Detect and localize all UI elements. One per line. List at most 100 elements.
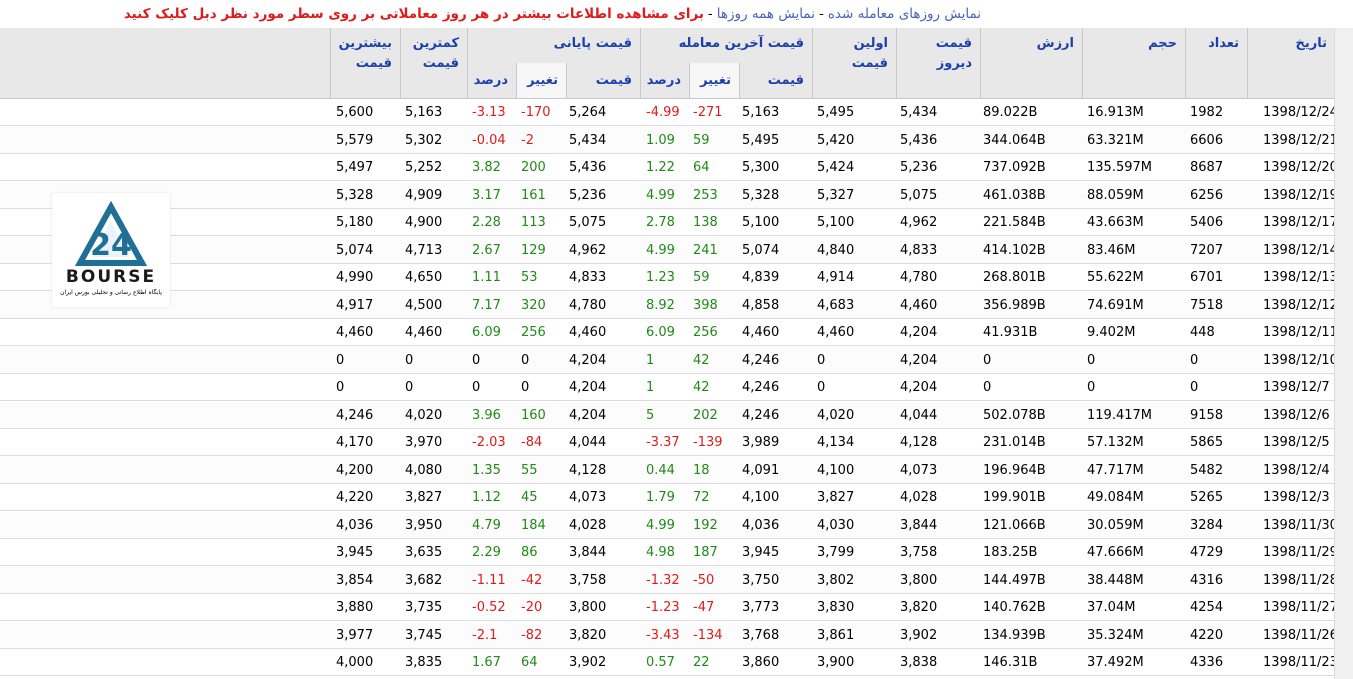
cell-volume: 74.691M bbox=[1087, 297, 1144, 313]
cell-last-change: -47 bbox=[693, 600, 715, 615]
table-row[interactable]: 1398/11/27 4254 37.04M 140.762B 3,820 3,830 3,… bbox=[0, 594, 1338, 621]
header-value-label: ارزش bbox=[1036, 36, 1074, 51]
cell-last-price: 4,858 bbox=[742, 297, 780, 313]
cell-value: 0 bbox=[983, 352, 992, 368]
cell-date: 1398/12/12 bbox=[1263, 297, 1338, 313]
cell-last-change: 72 bbox=[693, 490, 710, 505]
table-row[interactable]: 1398/12/13 6701 55.622M 268.801B 4,780 4,914 4… bbox=[0, 264, 1338, 291]
header-first-price[interactable]: اولین قیمت bbox=[812, 28, 896, 98]
header-value[interactable]: ارزش bbox=[980, 28, 1082, 98]
cell-close-price: 4,833 bbox=[569, 270, 607, 285]
bourse24-logo-mark: 24 bbox=[74, 200, 148, 266]
double-click-hint: برای مشاهده اطلاعات بیشتر در هر روز معام… bbox=[123, 6, 704, 22]
cell-last-price: 5,163 bbox=[742, 105, 780, 120]
cell-close-price: 4,204 bbox=[569, 407, 607, 423]
table-row[interactable]: 1398/11/29 4729 47.666M 183.25B 3,758 3,799 3,… bbox=[0, 539, 1338, 566]
cell-date: 1398/12/21 bbox=[1263, 132, 1338, 148]
cell-high: 0 bbox=[336, 380, 345, 395]
header-last-change[interactable]: تغییر bbox=[689, 63, 739, 98]
table-row[interactable]: 1398/12/7 0 0 0 4,204 0 4,246 42 1 4,204 0 0 0 0 bbox=[0, 374, 1335, 401]
header-yesterday-price[interactable]: قیمت دیروز bbox=[896, 28, 980, 98]
cell-yesterday-price: 3,758 bbox=[900, 545, 938, 560]
table-row[interactable]: 1398/12/12 7518 74.691M 356.989B 4,460 4,683 4… bbox=[0, 291, 1338, 319]
vertical-scrollbar[interactable] bbox=[1334, 28, 1353, 679]
table-row[interactable]: 1398/12/5 5865 57.132M 231.014B 4,128 4,134 3,… bbox=[0, 429, 1335, 456]
cell-yesterday-price: 5,236 bbox=[900, 160, 938, 175]
table-row[interactable]: 1398/12/21 6606 63.321M 344.064B 5,436 5,420 5… bbox=[0, 126, 1338, 154]
cell-yesterday-price: 4,833 bbox=[900, 242, 938, 258]
table-row[interactable]: 1398/12/6 9158 119.417M 502.078B 4,044 4,020 4… bbox=[0, 401, 1335, 429]
table-row[interactable]: 1398/11/26 4220 35.324M 134.939B 3,902 3,861 3… bbox=[0, 621, 1338, 649]
header-low[interactable]: کمترین قیمت bbox=[400, 28, 467, 98]
cell-close-change: 200 bbox=[521, 160, 546, 175]
cell-value: 196.964B bbox=[983, 462, 1046, 478]
cell-volume: 30.059M bbox=[1087, 517, 1144, 533]
header-last-price[interactable]: قیمت bbox=[739, 63, 812, 98]
cell-close-percent: 2.67 bbox=[472, 242, 501, 258]
cell-first-price: 4,683 bbox=[817, 297, 855, 313]
cell-value: 737.092B bbox=[983, 160, 1046, 175]
cell-last-percent: 2.78 bbox=[646, 215, 675, 230]
header-yesterday-price-label: قیمت دیروز bbox=[935, 36, 972, 71]
table-row[interactable]: 1398/12/4 5482 47.717M 196.964B 4,073 4,100 4,… bbox=[0, 456, 1335, 484]
header-date[interactable]: تاریخ bbox=[1247, 28, 1335, 98]
header-last-percent[interactable]: درصد bbox=[640, 63, 689, 98]
header-close-price[interactable]: قیمت bbox=[566, 63, 640, 98]
header-high[interactable]: بیشترین قیمت bbox=[330, 28, 400, 98]
table-row[interactable]: 1398/12/10 0 0 0 4,204 0 4,246 42 1 4,204 0 0 0 0 bbox=[0, 346, 1338, 374]
cell-close-price: 5,264 bbox=[569, 105, 607, 120]
table-row[interactable]: 1398/11/30 3284 30.059M 121.066B 3,844 4,030 4… bbox=[0, 511, 1338, 539]
cell-value: 140.762B bbox=[983, 600, 1046, 615]
cell-last-percent: -1.32 bbox=[646, 572, 680, 588]
cell-low: 3,827 bbox=[405, 490, 443, 505]
header-close-percent[interactable]: درصد bbox=[467, 63, 516, 98]
cell-last-percent: 1.79 bbox=[646, 490, 675, 505]
cell-close-change: 256 bbox=[521, 325, 546, 340]
cell-count: 4336 bbox=[1190, 655, 1224, 670]
cell-count: 5482 bbox=[1190, 462, 1224, 478]
cell-high: 4,460 bbox=[336, 325, 374, 340]
cell-date: 1398/12/10 bbox=[1263, 352, 1338, 368]
cell-close-change: 45 bbox=[521, 490, 538, 505]
cell-last-change: 138 bbox=[693, 215, 718, 230]
cell-date: 1398/12/5 bbox=[1263, 435, 1330, 450]
cell-volume: 37.04M bbox=[1087, 600, 1136, 615]
header-last-price-label: قیمت bbox=[767, 73, 804, 88]
traded-days-link[interactable]: نمایش روزهای معامله شده bbox=[827, 6, 981, 22]
table-row[interactable]: 1398/11/28 4316 38.448M 144.497B 3,800 3,802 3… bbox=[0, 566, 1338, 594]
all-days-link[interactable]: نمایش همه روزها bbox=[716, 6, 815, 22]
cell-close-price: 5,075 bbox=[569, 215, 607, 230]
cell-value: 89.022B bbox=[983, 105, 1038, 120]
table-row[interactable]: 1398/12/24 1982 16.913M 89.022B 5,434 5,495 5,… bbox=[0, 99, 1338, 126]
header-close-change[interactable]: تغییر bbox=[516, 63, 566, 98]
header-volume[interactable]: حجم bbox=[1082, 28, 1185, 98]
logo-tagline: پایگاه اطلاع رسانی و تحلیلی بورس ایران bbox=[60, 289, 162, 296]
cell-last-percent: 4.99 bbox=[646, 187, 675, 203]
cell-first-price: 4,840 bbox=[817, 242, 855, 258]
table-row[interactable]: 1398/11/23 4336 37.492M 146.31B 3,838 3,900 3,… bbox=[0, 649, 1338, 676]
logo-brand-text: BOURSE bbox=[65, 267, 157, 287]
cell-low: 5,252 bbox=[405, 160, 443, 175]
table-row[interactable]: 1398/12/19 6256 88.059M 461.038B 5,075 5,327 5… bbox=[0, 181, 1338, 209]
cell-low: 4,900 bbox=[405, 215, 443, 230]
cell-close-price: 3,758 bbox=[569, 572, 607, 588]
header-count[interactable]: تعداد bbox=[1185, 28, 1247, 98]
table-row[interactable]: 1398/12/14 7207 83.46M 414.102B 4,833 4,840 5,… bbox=[0, 236, 1338, 264]
cell-yesterday-price: 4,460 bbox=[900, 297, 938, 313]
table-row[interactable]: 1398/12/20 8687 135.597M 737.092B 5,236 5,424… bbox=[0, 154, 1338, 181]
header-last-trade: قیمت آخرین معامله bbox=[640, 28, 812, 63]
cell-close-change: -170 bbox=[521, 105, 551, 120]
cell-last-change: -134 bbox=[693, 627, 723, 643]
cell-count: 5406 bbox=[1190, 215, 1224, 230]
table-row[interactable]: 1398/12/17 5406 43.663M 221.584B 4,962 5,100 5… bbox=[0, 209, 1338, 236]
cell-low: 5,163 bbox=[405, 105, 443, 120]
cell-last-percent: 1 bbox=[646, 380, 655, 395]
table-row[interactable]: 1398/12/3 5265 49.084M 199.901B 4,028 3,827 4,… bbox=[0, 484, 1335, 511]
cell-last-price: 5,074 bbox=[742, 242, 780, 258]
cell-last-percent: 0.57 bbox=[646, 655, 675, 670]
cell-date: 1398/12/24 bbox=[1263, 105, 1338, 120]
cell-value: 461.038B bbox=[983, 187, 1046, 203]
table-row[interactable]: 1398/12/11 448 9.402M 41.931B 4,204 4,460 4,46… bbox=[0, 319, 1338, 346]
cell-last-price: 4,246 bbox=[742, 380, 780, 395]
header-volume-label: حجم bbox=[1148, 36, 1177, 51]
